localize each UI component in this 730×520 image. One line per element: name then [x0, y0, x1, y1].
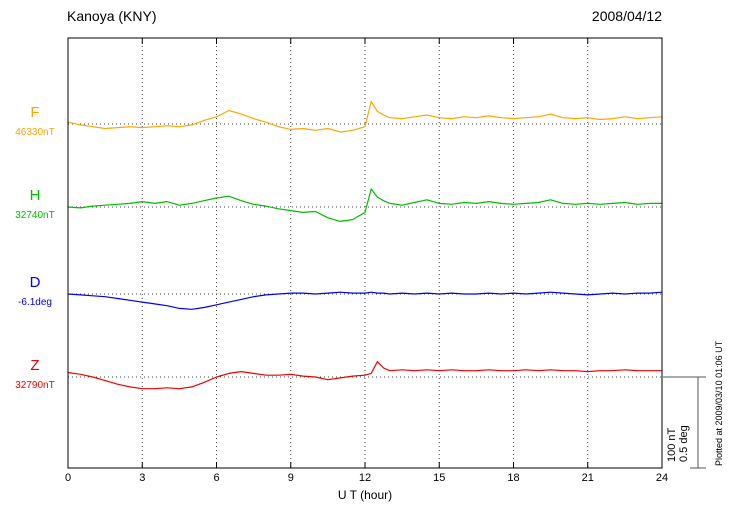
x-tick-label: 9 — [287, 472, 294, 484]
x-tick-label: 21 — [581, 472, 594, 484]
scale-nt-label: 100 nT — [666, 427, 678, 462]
trace-Z — [67, 361, 662, 390]
series-baseline-value-H: 32740nT — [15, 210, 55, 221]
series-baseline-value-Z: 32790nT — [15, 380, 55, 391]
plotted-at-label: Plotted at 2009/03/10 01:06 UT — [714, 340, 724, 466]
trace-F — [67, 100, 663, 133]
series-label-F: F — [30, 104, 40, 121]
trace-H — [67, 188, 662, 222]
series-label-H: H — [29, 187, 41, 204]
x-tick-label: 6 — [213, 472, 220, 484]
x-tick-label: 0 — [64, 472, 72, 484]
series-baseline-value-D: -6.1deg — [18, 297, 52, 308]
series-label-Z: Z — [30, 357, 40, 374]
x-axis-title: U T (hour) — [337, 488, 393, 502]
plot-frame — [67, 37, 663, 469]
x-tick-label: 12 — [358, 472, 372, 484]
station-title: Kanoya (KNY) — [67, 8, 157, 24]
x-tick-label: 24 — [655, 472, 669, 484]
scale-bar-labels: 100 nT 0.5 deg — [666, 425, 690, 462]
x-tick-label: 15 — [433, 472, 446, 484]
date-label: 2008/04/12 — [591, 8, 662, 24]
x-tick-label: 18 — [507, 472, 520, 484]
x-axis-tick-labels: 0 3 6 9 12 15 18 21 24 — [0, 472, 730, 488]
trace-D — [67, 291, 663, 310]
scale-deg-label: 0.5 deg — [678, 425, 690, 462]
x-tick-label: 3 — [139, 472, 146, 484]
series-label-D: D — [29, 274, 41, 291]
series-baseline-value-F: 46330nT — [15, 127, 55, 138]
